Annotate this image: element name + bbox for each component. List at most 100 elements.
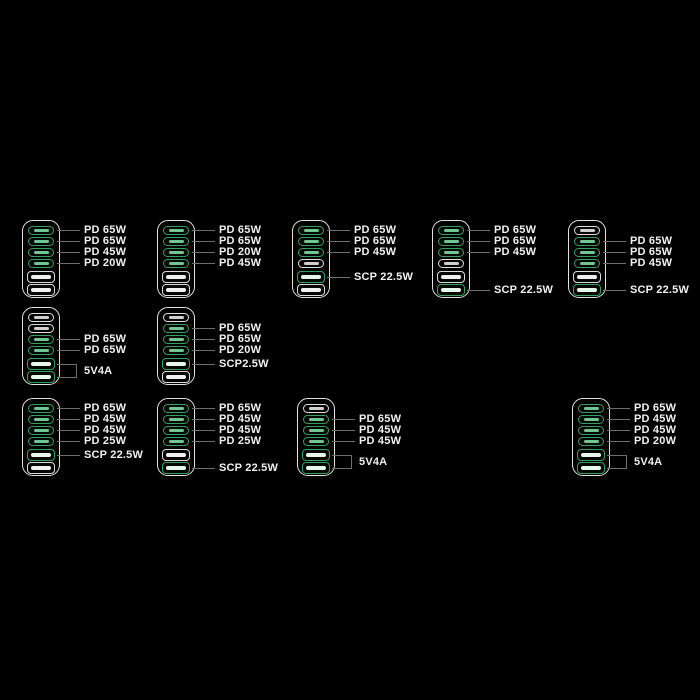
port-power-label: PD 45W (354, 246, 397, 258)
port-power-label: PD 45W (219, 413, 262, 425)
port-pin (31, 375, 51, 379)
port-power-label: PD 65W (494, 235, 537, 247)
charger-body-outline (568, 220, 606, 298)
usbc-port (578, 425, 604, 435)
leader-line (192, 263, 215, 264)
port-power-label: SCP 22.5W (219, 462, 279, 474)
port-power-label: PD 20W (219, 246, 262, 258)
port-pin (303, 261, 319, 265)
port-pin (33, 326, 49, 330)
charger-body-outline (297, 398, 335, 476)
port-pin (31, 466, 51, 470)
port-pin (31, 288, 51, 292)
port-pin (31, 275, 51, 279)
port-pin (166, 275, 186, 279)
port-pin (168, 337, 184, 341)
bracket-line-top (332, 455, 352, 456)
leader-line (57, 455, 80, 456)
bracket-line-top (57, 364, 77, 365)
usba-port (437, 271, 465, 283)
usbc-port (28, 425, 54, 435)
leader-line (607, 441, 630, 442)
usbc-port (163, 334, 189, 344)
leader-line (603, 263, 626, 264)
port-pin (306, 466, 326, 470)
port-pin (168, 315, 184, 319)
charger-body-outline (292, 220, 330, 298)
usbc-port (28, 345, 54, 355)
port-power-label: PD 25W (84, 435, 127, 447)
usbc-port (303, 414, 329, 424)
port-pin (168, 228, 184, 232)
bracket-line-top (607, 455, 627, 456)
leader-line (607, 430, 630, 431)
port-pin (168, 417, 184, 421)
usba-port (27, 358, 55, 370)
port-pin (31, 362, 51, 366)
leader-line (57, 252, 80, 253)
port-power-label: PD 45W (634, 413, 677, 425)
port-pin (308, 428, 324, 432)
port-power-label: PD 45W (359, 435, 402, 447)
port-pin (306, 453, 326, 457)
port-pin (441, 275, 461, 279)
usba-port (573, 271, 601, 283)
leader-line (192, 230, 215, 231)
port-pin (33, 417, 49, 421)
port-pin (33, 406, 49, 410)
port-power-label: PD 45W (359, 424, 402, 436)
port-pin (308, 417, 324, 421)
usbc-port (578, 414, 604, 424)
port-power-label: PD 65W (219, 402, 262, 414)
usbc-port (163, 403, 189, 413)
usbc-port (163, 425, 189, 435)
port-pin (583, 439, 599, 443)
port-pin (303, 228, 319, 232)
usbc-port (578, 436, 604, 446)
port-pin (166, 375, 186, 379)
port-power-label: PD 45W (84, 424, 127, 436)
leader-line (467, 230, 490, 231)
leader-line (192, 339, 215, 340)
usbc-port (163, 436, 189, 446)
charger-body-outline (157, 220, 195, 298)
port-pin (443, 239, 459, 243)
usbc-port (438, 225, 464, 235)
usbc-port (28, 334, 54, 344)
port-pin (33, 239, 49, 243)
usbc-port (28, 236, 54, 246)
port-power-label: PD 65W (219, 235, 262, 247)
port-pin (168, 250, 184, 254)
usbc-port (28, 247, 54, 257)
leader-line (57, 263, 80, 264)
port-power-label: PD 65W (219, 224, 262, 236)
charger-body-outline (157, 307, 195, 385)
port-power-label: PD 65W (494, 224, 537, 236)
bracket-line-bottom (57, 377, 77, 378)
usba-port (297, 271, 325, 283)
port-pin (441, 288, 461, 292)
usbc-port (574, 236, 600, 246)
port-power-label: PD 45W (634, 424, 677, 436)
usbc-port (578, 403, 604, 413)
usbc-port (298, 247, 324, 257)
bracket-line-bottom (607, 468, 627, 469)
usba-port (162, 462, 190, 474)
port-power-label: SCP 22.5W (630, 284, 690, 296)
port-pin (583, 428, 599, 432)
usba-port (162, 449, 190, 461)
leader-line (467, 241, 490, 242)
usba-port (162, 284, 190, 296)
leader-line (327, 252, 350, 253)
port-pin (443, 228, 459, 232)
usbc-port (28, 312, 54, 322)
charger-body-outline (157, 398, 195, 476)
usba-port (437, 284, 465, 296)
port-power-label: 5V4A (84, 364, 113, 377)
port-power-label: PD 20W (84, 257, 127, 269)
port-power-label: SCP 22.5W (494, 284, 554, 296)
port-pin (301, 288, 321, 292)
charger-body-outline (572, 398, 610, 476)
port-power-label: 5V4A (634, 455, 663, 468)
port-pin (166, 453, 186, 457)
